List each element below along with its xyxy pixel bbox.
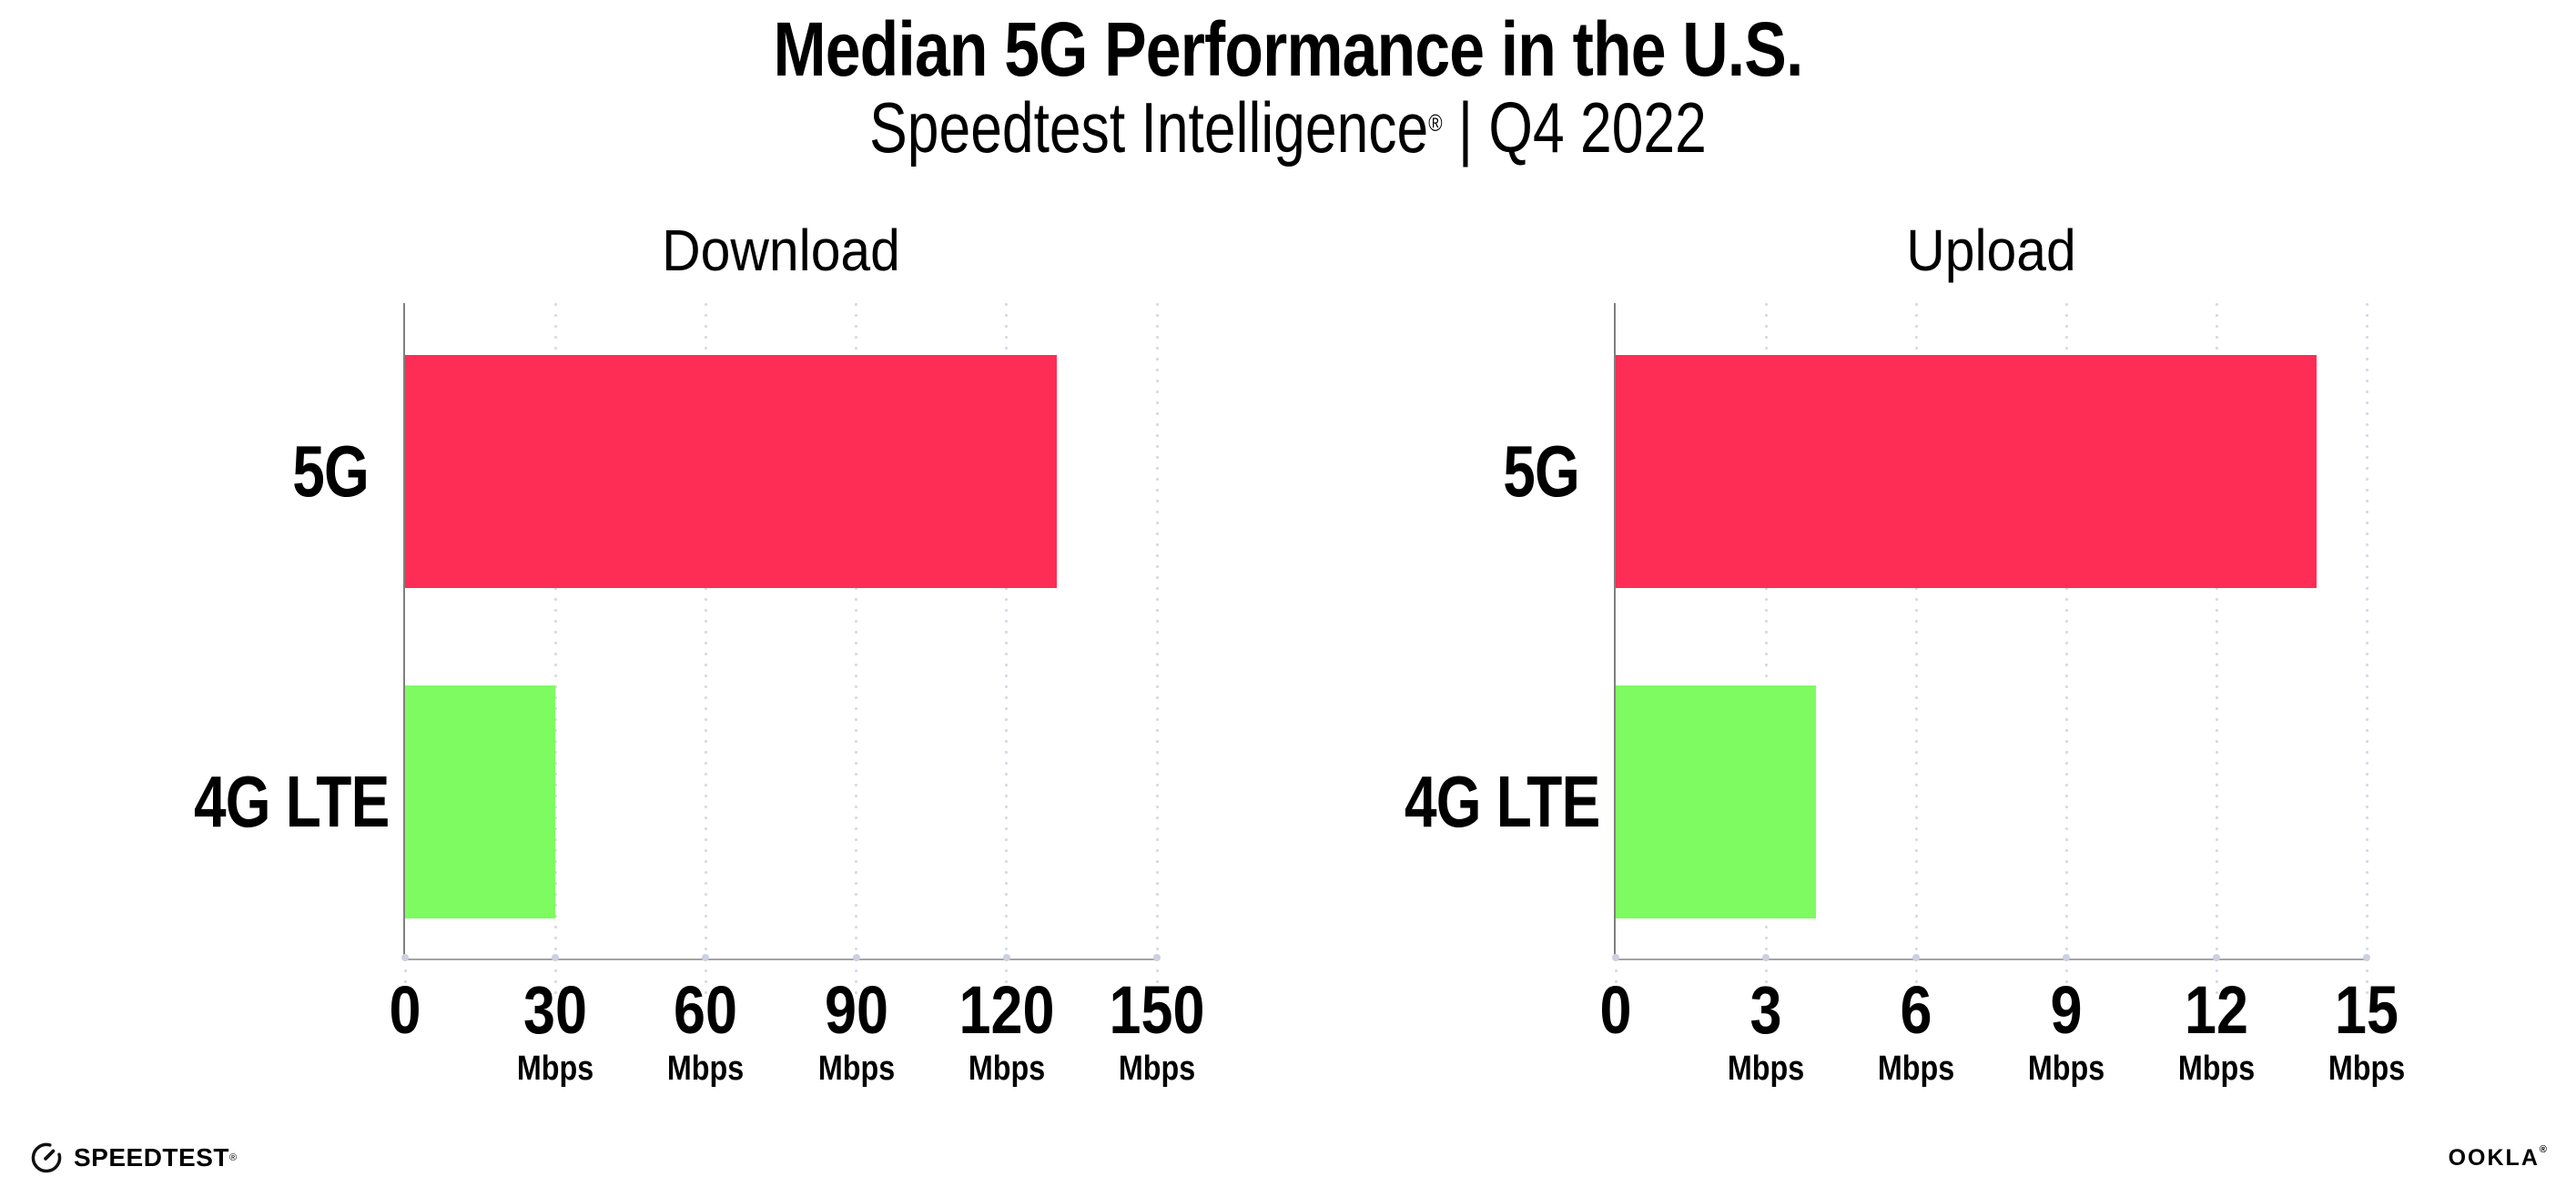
category-label-4g-lte-upload: 4G LTE — [1405, 761, 1600, 842]
category-label-5g-upload: 5G — [1503, 431, 1580, 512]
axis-tick-dot-60 — [702, 954, 710, 961]
gridline-12 — [2215, 303, 2218, 997]
axis-tick-dot-30 — [552, 954, 560, 961]
bar-5g-download — [405, 355, 1057, 588]
x-tick-label-60: 60 — [674, 972, 738, 1048]
chart-title-upload: Upload — [1906, 218, 2076, 283]
x-tick-label-90: 90 — [824, 972, 888, 1048]
gridline-60 — [704, 303, 707, 997]
speedtest-logo: SPEEDTEST ® — [30, 1140, 237, 1176]
x-tick-label-9: 9 — [2050, 972, 2083, 1048]
x-tick-label-15: 15 — [2335, 972, 2399, 1048]
speedtest-trademark-symbol: ® — [228, 1152, 238, 1163]
gridline-6 — [1914, 303, 1918, 997]
ookla-logo: OOKLA® — [2449, 1143, 2549, 1172]
ookla-wordmark: OOKLA — [2448, 1145, 2540, 1171]
x-tick-label-0: 0 — [1599, 972, 1632, 1048]
chart-title-download: Download — [662, 218, 900, 283]
bar-4g-lte-download — [405, 685, 556, 918]
x-tick-label-30: 30 — [523, 972, 588, 1048]
speedtest-gauge-icon — [31, 1142, 62, 1173]
gridline-9 — [2064, 303, 2068, 997]
axis-tick-dot-150 — [1153, 954, 1161, 961]
axis-tick-dot-12 — [2213, 954, 2220, 961]
x-tick-unit-150: Mbps — [1118, 1050, 1196, 1088]
x-tick-unit-120: Mbps — [968, 1050, 1045, 1088]
x-tick-label-6: 6 — [1900, 972, 1932, 1048]
x-tick-label-120: 120 — [958, 972, 1055, 1048]
axis-tick-dot-120 — [1002, 954, 1010, 961]
x-tick-unit-6: Mbps — [1877, 1050, 1955, 1088]
category-label-4g-lte-download: 4G LTE — [194, 761, 390, 842]
axis-tick-dot-6 — [1912, 954, 1920, 961]
x-tick-label-12: 12 — [2185, 972, 2248, 1048]
x-tick-unit-3: Mbps — [1727, 1050, 1805, 1088]
x-tick-unit-9: Mbps — [2027, 1050, 2105, 1088]
subtitle-quarter: | Q4 2022 — [1442, 87, 1707, 167]
gridline-15 — [2365, 303, 2368, 997]
chart-download-plot: Download 0 30 Mbps 60 Mbps 90 Mbps 120 Mbps 150 Mbp… — [194, 221, 1204, 1086]
x-tick-label-0: 0 — [389, 972, 421, 1048]
category-label-5g-download: 5G — [292, 431, 370, 512]
axis-tick-dot-15 — [2363, 954, 2370, 961]
x-tick-label-150: 150 — [1109, 972, 1205, 1048]
subtitle-brand: Speedtest Intelligence — [869, 87, 1429, 167]
x-tick-unit-30: Mbps — [517, 1050, 594, 1088]
chart-upload-plot: Upload 0 3 Mbps 6 Mbps 9 Mbps 12 Mbps 15 Mbps 5G 4G L… — [1405, 221, 2405, 1086]
ookla-trademark-symbol: ® — [2539, 1144, 2549, 1155]
bar-4g-lte-upload — [1616, 685, 1816, 918]
axis-tick-dot-3 — [1762, 954, 1770, 961]
gridline-0 — [403, 959, 407, 997]
x-tick-unit-90: Mbps — [817, 1050, 895, 1088]
x-tick-unit-12: Mbps — [2177, 1050, 2256, 1088]
x-tick-unit-60: Mbps — [667, 1050, 745, 1088]
gridline-30 — [553, 303, 557, 997]
gridline-150 — [1155, 303, 1159, 997]
speedtest-wordmark: SPEEDTEST — [74, 1143, 229, 1172]
gridline-0 — [1614, 959, 1618, 997]
bar-5g-upload — [1616, 355, 2317, 588]
x-tick-label-3: 3 — [1749, 972, 1782, 1048]
gridline-90 — [855, 303, 858, 997]
gridline-3 — [1764, 303, 1768, 997]
x-tick-unit-15: Mbps — [2328, 1050, 2406, 1088]
gridline-120 — [1005, 303, 1009, 997]
page-title: Median 5G Performance in the U.S. — [773, 6, 1803, 92]
registered-trademark-symbol: ® — [1428, 109, 1443, 137]
axis-tick-dot-9 — [2063, 954, 2070, 961]
axis-tick-dot-0 — [1612, 954, 1619, 961]
axis-tick-dot-90 — [852, 954, 860, 961]
page-subtitle: Speedtest Intelligence® | Q4 2022 — [258, 90, 2318, 166]
axis-tick-dot-0 — [401, 954, 409, 961]
